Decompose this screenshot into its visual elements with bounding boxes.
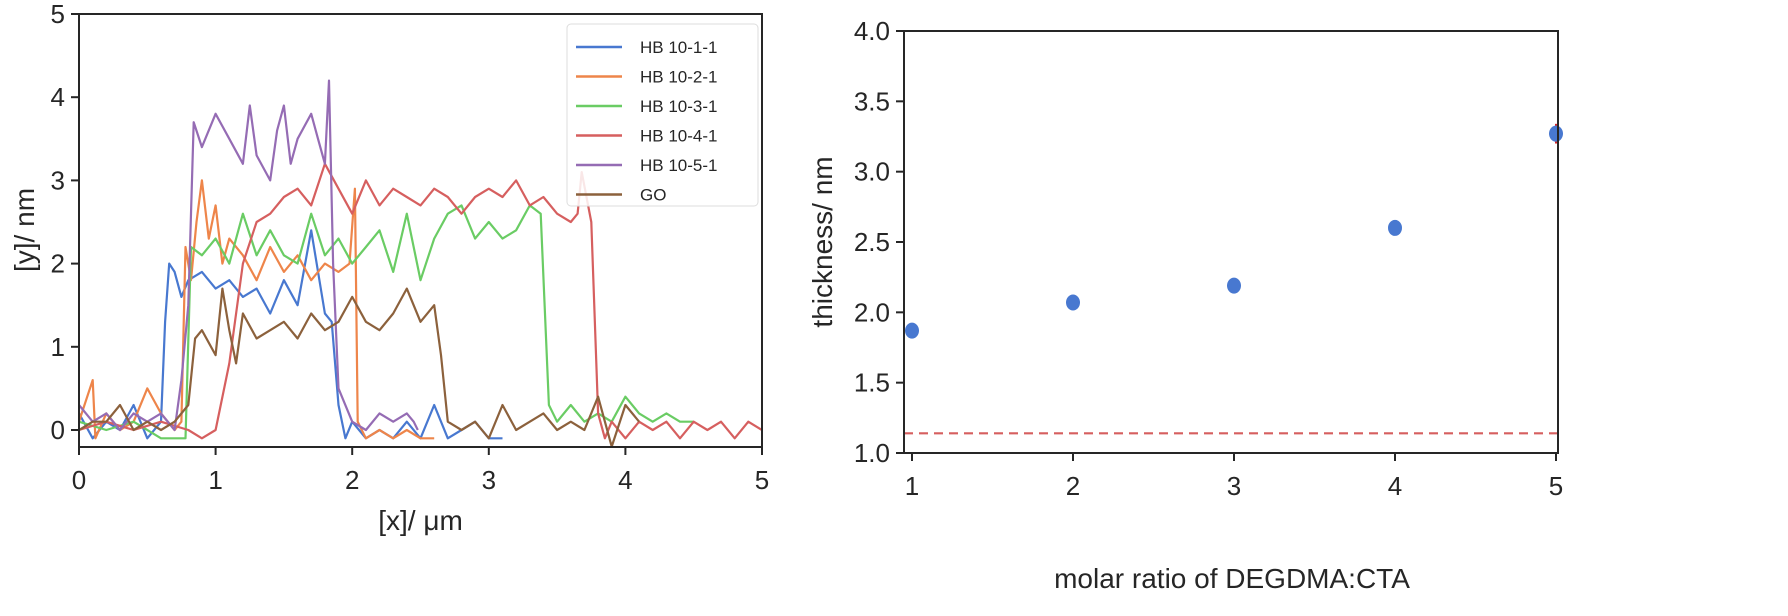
x-axis-label: [x]/ μm bbox=[378, 505, 463, 536]
y-axis-label: [y]/ nm bbox=[9, 188, 40, 272]
series-line-4 bbox=[79, 162, 762, 440]
series-line-2 bbox=[79, 179, 435, 440]
series-line-6 bbox=[79, 287, 640, 447]
x-tick-label: 1 bbox=[208, 465, 222, 495]
series-line-5 bbox=[79, 79, 419, 432]
legend-label-1: HB 10-1-1 bbox=[640, 38, 717, 57]
y-tick-label: 3.5 bbox=[854, 86, 890, 116]
x-tick-label: 3 bbox=[1227, 471, 1241, 501]
y-tick-label: 0 bbox=[51, 415, 65, 445]
x-tick-label: 2 bbox=[1066, 471, 1080, 501]
legend-label-3: HB 10-3-1 bbox=[640, 97, 717, 116]
x-tick-label: 1 bbox=[905, 471, 919, 501]
y-tick-label: 2.0 bbox=[854, 297, 890, 327]
x-tick-label: 4 bbox=[618, 465, 632, 495]
plot-frame bbox=[903, 30, 1559, 454]
x-tick-label: 5 bbox=[755, 465, 769, 495]
x-tick-label: 3 bbox=[482, 465, 496, 495]
x-tick-label: 0 bbox=[72, 465, 86, 495]
data-point-2 bbox=[1066, 294, 1080, 311]
y-tick-label: 4.0 bbox=[854, 16, 890, 46]
y-tick-label: 1 bbox=[51, 332, 65, 362]
y-tick-label: 1.5 bbox=[854, 368, 890, 398]
data-point-4 bbox=[1388, 219, 1402, 236]
y-tick-label: 3.0 bbox=[854, 157, 890, 187]
y-tick-label: 2 bbox=[51, 249, 65, 279]
y-tick-label: 2.5 bbox=[854, 227, 890, 257]
series-line-3 bbox=[79, 204, 694, 440]
legend: HB 10-1-1 HB 10-2-1 HB 10-3-1 HB 10-4-1 HB 1… bbox=[566, 23, 759, 207]
data-point-3 bbox=[1227, 277, 1241, 294]
legend-label-5: HB 10-5-1 bbox=[640, 156, 717, 175]
x-tick-label: 5 bbox=[1549, 471, 1563, 501]
x-axis-label: molar ratio of DEGDMA:CTA bbox=[1054, 563, 1410, 594]
legend-box bbox=[566, 23, 759, 207]
y-tick-label: 3 bbox=[51, 165, 65, 195]
scatter-chart-thickness: 1 2 3 4 5 1.0 1.5 2.0 2.5 3.0 3.5 4.0 molar ratio of… bbox=[807, 16, 1563, 594]
x-tick-label: 4 bbox=[1388, 471, 1402, 501]
y-axis-label: thickness/ nm bbox=[807, 156, 838, 327]
legend-label-2: HB 10-2-1 bbox=[640, 68, 717, 87]
legend-label-4: HB 10-4-1 bbox=[640, 127, 717, 146]
x-tick-label: 2 bbox=[345, 465, 359, 495]
plot-frame bbox=[78, 13, 763, 448]
y-tick-label: 4 bbox=[51, 82, 65, 112]
legend-label-6: GO bbox=[640, 186, 666, 205]
data-point-1 bbox=[905, 322, 919, 339]
data-point-5 bbox=[1549, 125, 1563, 142]
y-tick-label: 5 bbox=[51, 0, 65, 29]
y-tick-label: 1.0 bbox=[854, 438, 890, 468]
